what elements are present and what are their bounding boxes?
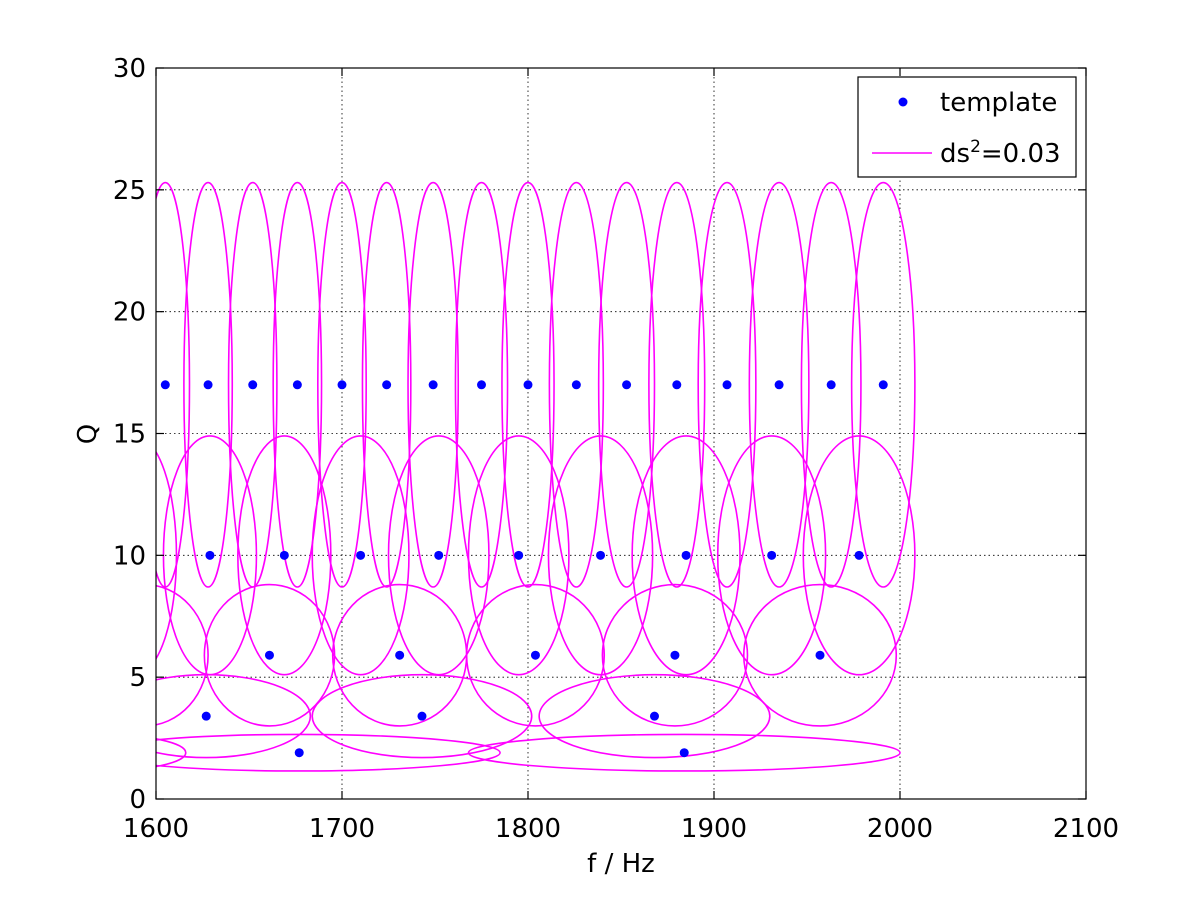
- x-tick-label: 1600: [123, 814, 189, 844]
- template-point: [201, 711, 211, 721]
- template-point: [596, 550, 606, 560]
- x-tick-label: 1900: [681, 814, 747, 844]
- x-tick-label: 2100: [1053, 814, 1119, 844]
- template-point: [722, 380, 732, 390]
- match-ellipse: [800, 181, 862, 588]
- template-point: [523, 380, 533, 390]
- y-tick-label: 10: [113, 541, 146, 571]
- match-ellipse: [802, 435, 916, 676]
- template-point: [530, 650, 540, 660]
- match-ellipse: [501, 181, 555, 588]
- match-ellipse: [697, 181, 757, 588]
- template-point: [670, 650, 680, 660]
- match-ellipse: [547, 435, 654, 676]
- template-point: [854, 550, 864, 560]
- y-axis-label: Q: [73, 424, 103, 444]
- template-point: [681, 550, 691, 560]
- template-point: [248, 380, 258, 390]
- template-point: [767, 550, 777, 560]
- legend-ellipse-label-rest: =0.03: [981, 139, 1061, 169]
- template-point: [205, 550, 215, 560]
- template-point: [649, 711, 659, 721]
- match-ellipse: [850, 181, 916, 588]
- x-tick-label: 2000: [867, 814, 933, 844]
- template-point: [279, 550, 289, 560]
- match-ellipse: [597, 181, 656, 588]
- match-ellipse: [203, 583, 336, 727]
- template-point: [679, 748, 689, 758]
- legend-ellipse-label-sup: 2: [970, 137, 981, 157]
- match-ellipse: [156, 450, 178, 661]
- template-point: [477, 380, 486, 390]
- y-tick-label: 15: [113, 420, 146, 450]
- template-point: [878, 380, 888, 390]
- template-point: [622, 380, 632, 390]
- ellipse-series: [156, 181, 916, 772]
- template-point: [382, 380, 392, 390]
- template-point: [292, 380, 302, 390]
- y-tick-label: 5: [129, 663, 146, 693]
- template-point: [395, 650, 405, 660]
- template-point: [514, 550, 524, 560]
- template-point: [294, 748, 304, 758]
- template-point: [815, 650, 825, 660]
- match-ellipse: [237, 435, 332, 676]
- template-point: [434, 550, 444, 560]
- match-ellipse: [311, 673, 533, 759]
- x-tick-label: 1700: [309, 814, 375, 844]
- template-point: [160, 380, 170, 390]
- template-point: [264, 650, 274, 660]
- template-point: [826, 380, 836, 390]
- match-ellipse: [407, 181, 460, 588]
- legend-template-label: template: [940, 88, 1057, 118]
- template-series: [160, 380, 888, 758]
- template-point: [203, 380, 213, 390]
- ticks: [155, 67, 1087, 800]
- match-ellipse: [317, 181, 367, 588]
- match-ellipse: [156, 584, 209, 726]
- match-ellipse: [601, 583, 749, 727]
- match-ellipse: [467, 733, 901, 772]
- y-tick-label: 30: [113, 54, 146, 84]
- template-point: [672, 380, 682, 390]
- match-ellipse: [156, 673, 312, 759]
- match-ellipse: [716, 435, 827, 676]
- legend-ellipse-label: ds2=0.03: [940, 137, 1061, 169]
- y-tick-label: 0: [129, 785, 146, 815]
- match-ellipse: [156, 738, 187, 768]
- match-ellipse: [748, 181, 810, 588]
- legend-ellipse-label-base: ds: [940, 139, 970, 169]
- template-point: [337, 380, 347, 390]
- template-point: [417, 711, 427, 721]
- match-ellipse: [311, 435, 410, 676]
- template-point: [571, 380, 581, 390]
- template-point: [428, 380, 438, 390]
- match-ellipse: [361, 181, 412, 588]
- match-ellipse: [156, 733, 501, 772]
- legend: template ds2=0.03: [857, 76, 1077, 178]
- match-ellipse: [631, 435, 741, 676]
- match-ellipse: [548, 181, 605, 588]
- match-ellipse: [183, 181, 234, 588]
- y-tick-label: 25: [113, 176, 146, 206]
- match-ellipse: [272, 181, 323, 588]
- match-ellipse: [454, 181, 509, 588]
- match-ellipse: [538, 673, 771, 759]
- match-ellipse: [465, 583, 606, 727]
- grid: [156, 68, 1086, 799]
- template-point: [774, 380, 784, 390]
- match-ellipse: [742, 583, 898, 727]
- x-axis-label: f / Hz: [587, 849, 655, 879]
- match-ellipse: [467, 435, 570, 676]
- tick-labels: 1600 1700 1800 1900 2000 2100 0 5 10 15 20 25 30: [113, 54, 1119, 844]
- template-point: [356, 550, 366, 560]
- x-tick-label: 1800: [495, 814, 561, 844]
- match-ellipse: [648, 181, 706, 588]
- y-tick-label: 20: [113, 298, 146, 328]
- legend-template-marker: [898, 97, 908, 107]
- legend-box: [857, 76, 1077, 178]
